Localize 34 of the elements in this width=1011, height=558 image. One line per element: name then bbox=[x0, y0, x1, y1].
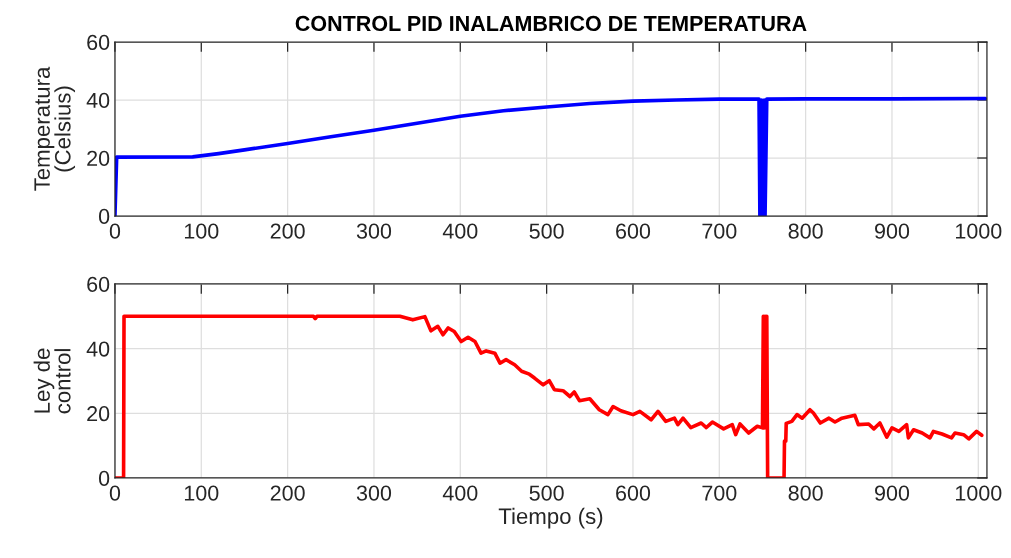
x-tick-label: 1000 bbox=[956, 223, 1002, 239]
x-tick-label: 600 bbox=[616, 485, 651, 501]
y-tick-label: 40 bbox=[86, 341, 110, 357]
y-axis-title: Ley de control bbox=[33, 348, 71, 414]
x-tick-label: 1000 bbox=[956, 485, 1002, 501]
x-tick-label: 900 bbox=[875, 223, 910, 239]
x-tick-label: 800 bbox=[788, 485, 823, 501]
x-tick-label: 600 bbox=[616, 223, 651, 239]
y-tick-label: 60 bbox=[87, 276, 110, 292]
y-tick-label: 40 bbox=[86, 92, 110, 109]
x-tick-label: 700 bbox=[702, 485, 737, 501]
x-tick-label: 500 bbox=[529, 485, 564, 501]
x-tick-label: 0 bbox=[109, 223, 121, 239]
x-tick-label: 900 bbox=[875, 485, 910, 501]
x-tick-label: 200 bbox=[270, 485, 305, 501]
x-tick-label: 800 bbox=[788, 223, 823, 239]
chart-title: CONTROL PID INALAMBRICO DE TEMPERATURA bbox=[295, 15, 807, 32]
x-tick-label: 400 bbox=[442, 223, 478, 239]
y-tick-label: 60 bbox=[87, 34, 110, 51]
x-tick-label: 300 bbox=[356, 485, 392, 501]
y-axis-title: Temperatura (Celsius) bbox=[34, 66, 76, 191]
y-tick-label: 20 bbox=[87, 150, 110, 167]
x-tick-label: 100 bbox=[184, 485, 219, 501]
y-tick-label: 0 bbox=[98, 208, 110, 225]
y-tick-label: 20 bbox=[87, 406, 110, 422]
x-axis-title: Tiempo (s) bbox=[498, 507, 603, 529]
x-tick-label: 200 bbox=[270, 223, 305, 239]
y-tick-label: 0 bbox=[98, 470, 110, 486]
x-tick-label: 300 bbox=[356, 223, 392, 239]
x-tick-label: 500 bbox=[529, 223, 564, 239]
x-tick-label: 0 bbox=[109, 485, 121, 501]
x-tick-label: 100 bbox=[184, 223, 219, 239]
x-tick-label: 400 bbox=[442, 485, 478, 501]
x-tick-label: 700 bbox=[702, 223, 737, 239]
